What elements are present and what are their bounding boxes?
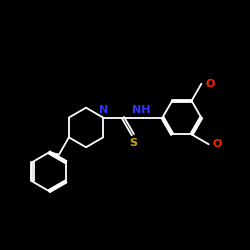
Text: N: N: [98, 104, 108, 115]
Text: NH: NH: [132, 104, 151, 115]
Text: O: O: [205, 79, 214, 89]
Text: S: S: [129, 138, 137, 148]
Text: O: O: [212, 139, 222, 149]
